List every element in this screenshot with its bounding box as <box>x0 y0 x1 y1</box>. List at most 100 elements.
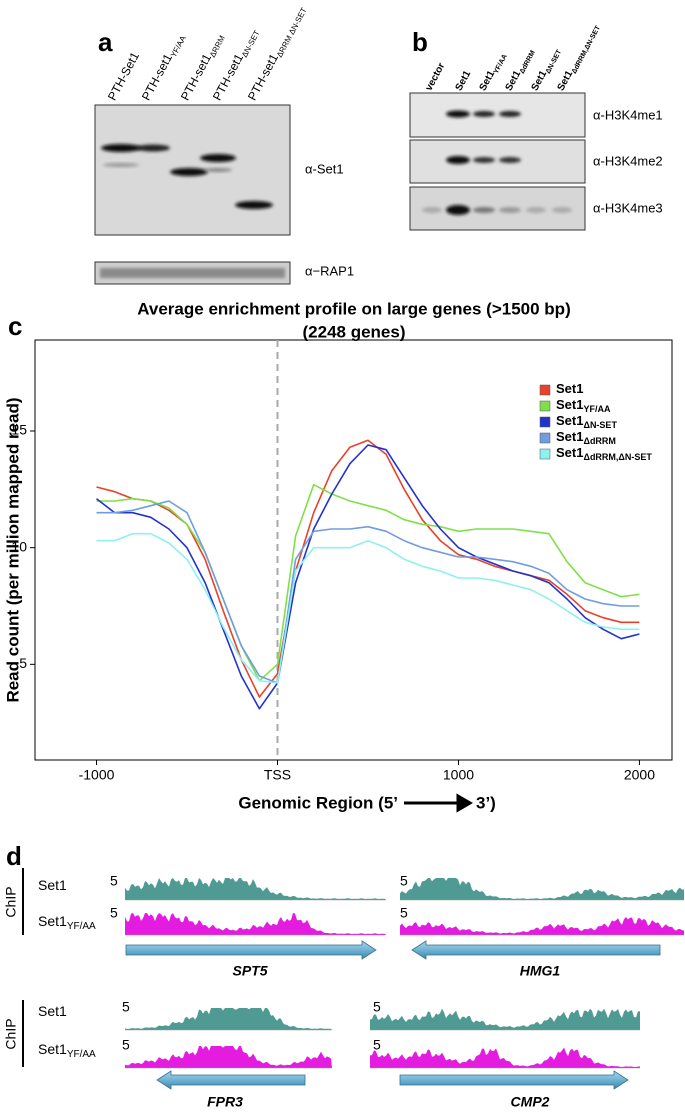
antibody-label: α-Set1 <box>305 161 344 176</box>
lane-label-sub: YF/AA <box>169 34 188 59</box>
chip-label: ChIP <box>3 886 19 917</box>
lane-label-main: PTH-set1 <box>139 51 175 103</box>
legend-label-sub: ΔdRRM <box>583 436 615 446</box>
y-tick-label: 5 <box>19 655 27 671</box>
panel-label: b <box>412 27 428 57</box>
sample-label: Set1YF/AA <box>38 913 96 932</box>
lane-label-main: PTH-set1 <box>178 51 214 103</box>
scale-label: 5 <box>110 905 118 921</box>
sample-label-main: Set1 <box>38 913 67 929</box>
panel-label: a <box>98 27 113 57</box>
antibody-label: α-H3K4me2 <box>593 153 663 168</box>
lane-label: Set1ΔdRRM,ΔN-SET <box>555 21 602 93</box>
gene-label: SPT5 <box>232 963 267 979</box>
legend-label: Set1ΔdRRM,ΔN-SET <box>556 445 652 462</box>
chart-title: (2248 genes) <box>303 322 406 341</box>
sample-label-main: Set1 <box>38 1041 67 1057</box>
lane-label: Set1 <box>453 68 473 92</box>
coverage-track <box>125 1046 332 1068</box>
y-tick-label: 10 <box>11 538 27 554</box>
scale-label: 5 <box>110 873 118 889</box>
sample-label: Set1YF/AA <box>38 1041 96 1060</box>
legend-label-main: Set1 <box>556 381 583 396</box>
gene-label: CMP2 <box>511 1094 550 1110</box>
legend-label: Set1ΔN-SET <box>556 413 617 430</box>
coverage-track <box>370 1047 640 1068</box>
antibody-label: α-H3K4me3 <box>593 200 663 215</box>
legend-swatch <box>539 448 551 460</box>
direction-arrow <box>404 793 473 813</box>
plot-frame <box>34 339 673 761</box>
x-tick-label: -1000 <box>79 767 115 783</box>
x-tick-label: 2000 <box>624 767 655 783</box>
coverage-track <box>370 1008 640 1030</box>
chart-title: Average enrichment profile on large gene… <box>137 299 570 318</box>
x-axis-label: Genomic Region (5’ <box>238 793 398 812</box>
lane-label: PTH-set1ΔRRM ΔN-SET <box>245 3 309 104</box>
legend-label-sub: ΔN-SET <box>583 420 617 430</box>
series-line <box>96 439 640 698</box>
legend-swatch <box>539 432 551 444</box>
panel-label: d <box>6 841 22 871</box>
lane-label-sub: ΔdRRM,ΔN-SET <box>571 24 603 75</box>
legend-swatch <box>539 416 551 428</box>
legend-label: Set1YF/AA <box>556 397 611 414</box>
legend-label-main: Set1 <box>556 445 583 460</box>
sample-label-main: Set1 <box>38 1003 67 1019</box>
lane-label-main: PTH-set1 <box>245 51 281 103</box>
coverage-track <box>125 878 386 900</box>
x-tick-label: TSS <box>264 767 291 783</box>
scale-label: 5 <box>400 873 408 889</box>
legend-swatch <box>539 400 551 412</box>
legend-label-main: Set1 <box>556 397 583 412</box>
legend-swatch <box>539 384 551 396</box>
series-line <box>96 532 640 684</box>
lane-label-sub: ΔN-SET <box>545 48 564 75</box>
sample-label: Set1 <box>38 1003 67 1019</box>
lane-label-sub: ΔRRM ΔN-SET <box>275 6 309 59</box>
legend-label-main: Set1 <box>556 429 583 444</box>
panel-label: c <box>8 311 22 341</box>
coverage-track <box>400 878 684 900</box>
blot-b <box>409 92 586 231</box>
x-tick-label: 1000 <box>443 767 474 783</box>
sample-label-main: Set1 <box>38 877 67 893</box>
legend-label-main: Set1 <box>556 413 583 428</box>
legend-label-sub: ΔdRRM,ΔN-SET <box>583 452 652 462</box>
sample-label-sub: YF/AA <box>67 921 96 932</box>
legend-label: Set1 <box>556 381 583 396</box>
lane-label-main: Set1 <box>453 68 473 92</box>
lane-label-sub: ΔRRM <box>208 34 227 59</box>
series-line <box>96 500 640 684</box>
sample-label-sub: YF/AA <box>67 1049 96 1060</box>
lane-label-main: PTH-Set1 <box>105 50 142 103</box>
legend-label: Set1ΔdRRM <box>556 429 616 446</box>
antibody-label: α−RAP1 <box>305 263 354 278</box>
lane-label-main: vector <box>423 61 447 93</box>
gene-label: FPR3 <box>207 1094 243 1110</box>
coverage-track <box>400 917 684 935</box>
lane-label: PTH-Set1 <box>105 50 142 103</box>
scale-label: 5 <box>122 999 130 1015</box>
lane-label-sub: ΔdRRM <box>519 49 537 75</box>
scale-label: 5 <box>373 999 381 1015</box>
chip-label: ChIP <box>3 1018 19 1049</box>
antibody-label: α-H3K4me1 <box>593 107 663 122</box>
y-tick-label: 15 <box>11 422 27 438</box>
blot-a <box>94 104 291 285</box>
gene-label: HMG1 <box>520 963 561 979</box>
legend-label-sub: YF/AA <box>583 404 611 414</box>
series-line <box>96 444 640 710</box>
coverage-track <box>125 1008 332 1030</box>
lane-label-sub: YF/AA <box>493 53 509 75</box>
lane-label-sub: ΔN-SET <box>240 29 262 59</box>
series-line <box>96 483 640 682</box>
scale-label: 5 <box>373 1037 381 1053</box>
lane-label: vector <box>423 61 447 93</box>
coverage-track <box>125 913 386 935</box>
sample-label: Set1 <box>38 877 67 893</box>
gene-arrows <box>125 940 661 1090</box>
scale-label: 5 <box>400 905 408 921</box>
x-axis-label: 3’) <box>476 793 496 812</box>
